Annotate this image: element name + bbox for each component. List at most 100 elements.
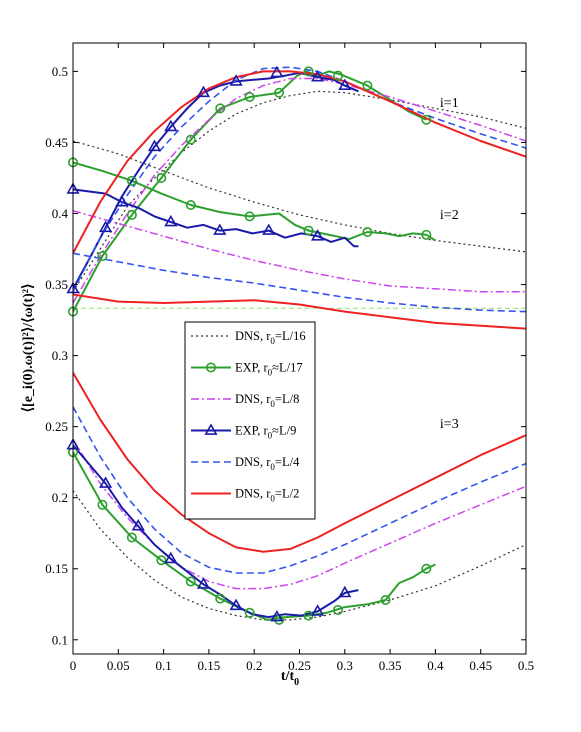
data-point-circle [185,134,196,145]
legend-label-subscript: 0 [270,399,275,409]
series-line-dns-r0-l-8-i-2 [73,209,526,293]
data-point-circle [185,576,196,587]
axis-ticks: 0 0.05 0.1 0.15 0.2 0.25 0.3 0.35 0.4 0.45 0.50.10… [45,43,534,673]
x-tick-label: 0.35 [379,658,402,673]
legend-label-subscript: 0 [270,336,275,346]
series-line-exp-r0-l-17-i-3 [73,451,436,621]
x-tick-label: 0.4 [427,658,444,673]
annotation-i-1: i=1 [440,96,459,111]
legend-label-subscript: 0 [270,462,275,472]
legend-label-subscript: 0 [270,494,275,504]
legend-label-text: EXP, r [235,361,268,375]
annotation-i-3: i=3 [440,417,459,432]
data-point-triangle [196,577,211,589]
data-point-circle [333,70,344,81]
data-point-triangle [164,119,178,132]
legend-label: EXP, r0≈L/9 [235,424,296,441]
series-line-dns-r0-l-2-i-2 [73,293,526,330]
data-point-triangle [311,604,325,616]
series-line-dns-r0-l-2-i-3 [73,372,526,553]
x-tick-label: 0.2 [246,658,262,673]
legend-entry: EXP, r0≈L/9 [191,423,296,441]
data-point-triangle [147,139,162,152]
data-point-triangle [99,220,113,233]
data-point-triangle [164,214,178,227]
legend-label-subscript: 0 [268,368,273,378]
x-tick-label: 0.45 [469,658,492,673]
legend-entry: DNS, r0=L/2 [191,487,299,504]
data-point-circle [362,226,373,237]
legend-label-suffix: =L/8 [275,392,299,406]
data-point-circle [97,499,108,510]
data-point-triangle [115,194,129,207]
x-tick-label: 0 [70,658,77,673]
legend-marker-circle [206,362,217,373]
x-tick-label: 0.25 [288,658,311,673]
y-tick-label: 0.45 [45,135,68,150]
legend-label: DNS, r0=L/4 [235,455,300,472]
series-line-dns-r0-l-4-i-3 [73,406,526,574]
legend-label-text: DNS, r [235,487,271,501]
data-point-circle [215,103,226,114]
y-tick-label: 0.15 [45,561,68,576]
y-tick-label: 0.1 [52,632,68,647]
legend-entry: DNS, r0=L/8 [191,392,299,409]
y-tick-label: 0.2 [52,490,68,505]
legend-label-suffix: ≈L/17 [272,361,302,375]
legend-label-suffix: ≈L/9 [272,424,296,438]
data-point-triangle [99,476,113,488]
data-point-triangle [270,610,284,622]
data-point-circle [244,91,255,102]
legend-label: DNS, r0=L/8 [235,392,299,409]
y-tick-label: 0.3 [52,348,68,363]
data-point-circle [126,209,137,220]
data-point-circle [126,175,137,186]
legend-entry: EXP, r0≈L/17 [191,361,303,378]
curve-annotations: i=1 i=2 i=3 [440,96,459,432]
legend-box [184,321,316,520]
x-tick-label: 0.05 [107,658,130,673]
x-tick-label: 0.3 [337,658,353,673]
data-point-triangle [196,85,211,98]
x-axis-label: t/t0 [281,669,299,688]
x-tick-label: 0.1 [155,658,171,673]
data-point-triangle [213,223,227,235]
legend-label-text: DNS, r [235,455,271,469]
data-point-triangle [311,69,325,82]
data-point-circle [156,555,167,566]
data-point-circle [303,225,314,236]
series-line-dns-r0-l-8-i-1 [73,77,526,304]
series-line-dns-r0-l-2-i-1 [73,70,526,254]
data-point-circle [215,593,226,604]
data-point-triangle [311,229,325,241]
x-axis-label-subscript: 0 [294,677,299,688]
data-point-circle [156,172,167,183]
legend-label-suffix: =L/16 [275,329,306,343]
data-point-circle [274,87,285,98]
data-point-circle [244,211,255,222]
y-tick-label: 0.4 [52,206,69,221]
series-line-exp-r0-l-17-i-2 [73,161,436,242]
legend-entry: DNS, r0=L/4 [191,455,300,472]
data-point-circle [333,604,344,615]
data-point-circle [126,532,137,543]
data-point-circle [421,563,432,574]
legend-entry: DNS, r0=L/16 [191,329,306,346]
data-point-circle [97,251,108,262]
data-point-circle [303,66,314,77]
y-tick-label: 0.25 [45,419,68,434]
data-point-triangle [270,65,284,78]
data-point-circle [362,80,373,91]
annotation-i-2: i=2 [440,208,459,223]
y-tick-label: 0.35 [45,277,68,292]
series-line-exp-r0-l-9-i-2 [73,188,359,248]
legend-label-text: DNS, r [235,392,271,406]
legend-label-text: DNS, r [235,329,271,343]
legend-label-suffix: =L/4 [275,455,300,469]
data-point-triangle [229,598,243,611]
data-point-triangle [338,585,352,598]
y-tick-label: 0.5 [52,64,68,79]
data-point-triangle [262,223,276,235]
